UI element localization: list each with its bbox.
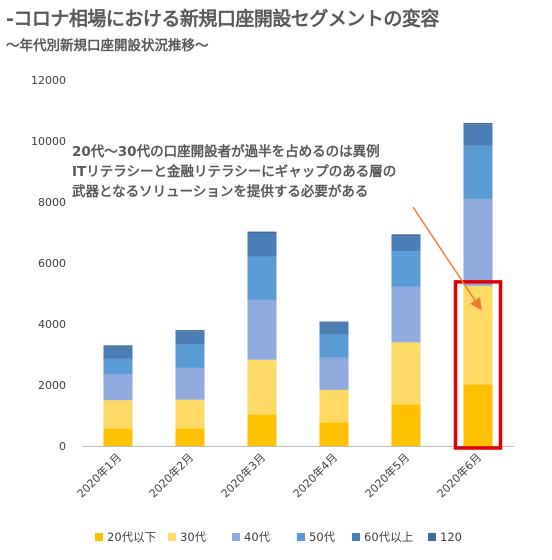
bar-segment <box>247 414 277 446</box>
bar-segment <box>463 123 493 125</box>
x-tick-label: 2020年4月 <box>290 450 340 500</box>
legend-swatch <box>232 533 240 541</box>
bar-segment <box>319 389 349 423</box>
bar-segment <box>247 256 277 300</box>
legend-swatch <box>297 533 305 541</box>
bar-segment <box>319 321 349 323</box>
bar-segment <box>319 322 349 335</box>
y-tick-label: 0 <box>59 440 66 453</box>
legend-label: 20代以下 <box>107 530 156 544</box>
bar-segment <box>319 422 349 446</box>
bar-segment <box>175 428 205 446</box>
legend-swatch <box>352 533 360 541</box>
bar-segment <box>175 330 205 332</box>
legend-swatch <box>428 533 436 541</box>
bar-segment <box>319 334 349 358</box>
bar-segment <box>391 236 421 252</box>
legend-label: 50代 <box>309 530 336 544</box>
bar-segment <box>175 367 205 400</box>
bar-segment <box>391 342 421 405</box>
bar-segment <box>103 400 133 429</box>
bar-segment <box>391 404 421 446</box>
highlight-box <box>453 280 503 450</box>
bar-segment <box>103 428 133 446</box>
x-tick-label: 2020年2月 <box>146 450 196 500</box>
chart-subtitle: ～年代別新規口座開設状況推移～ <box>6 38 209 54</box>
bar-segment <box>247 233 277 257</box>
y-tick-label: 4000 <box>38 318 66 331</box>
annotation-line-3: 武器となるソリューションを提供する必要がある <box>72 184 369 200</box>
bar-segment <box>103 346 133 359</box>
bar-segment <box>391 234 421 237</box>
y-tick-label: 10000 <box>31 135 66 148</box>
annotation-line-2: ITリテラシーと金融リテラシーにギャップのある層の <box>72 164 397 180</box>
bar-segment <box>463 145 493 199</box>
bar-segment <box>175 399 205 429</box>
bar-segment <box>175 344 205 368</box>
annotation-arrow <box>412 206 482 311</box>
x-tick-label: 2020年3月 <box>218 450 268 500</box>
bar-segment <box>463 124 493 146</box>
y-tick-label: 6000 <box>38 257 66 270</box>
legend-label: 40代 <box>244 530 271 544</box>
annotation-line-1: 20代～30代の口座開設者が過半を占めるのは異例 <box>72 144 380 160</box>
y-tick-label: 8000 <box>38 196 66 209</box>
legend-label: 30代 <box>180 530 207 544</box>
bar-segment <box>391 286 421 343</box>
legend-label: 60代以上 <box>364 530 413 544</box>
y-tick-label: 2000 <box>38 379 66 392</box>
bar-segment <box>391 251 421 287</box>
bar-segment <box>103 374 133 401</box>
x-tick-label: 2020年5月 <box>362 450 412 500</box>
annotation-text: 20代～30代の口座開設者が過半を占めるのは異例 ITリテラシーと金融リテラシー… <box>72 142 472 202</box>
legend-swatch <box>95 533 103 541</box>
bar-segment <box>103 358 133 375</box>
legend-swatch <box>168 533 176 541</box>
bar-segment <box>103 345 133 347</box>
legend-label: 120 <box>440 530 462 544</box>
bar-segment <box>247 231 277 234</box>
chart-title: -コロナ相場における新規口座開設セグメントの変容 <box>6 8 439 30</box>
bar-segment <box>319 357 349 390</box>
bar-segment <box>463 198 493 286</box>
bar-segment <box>463 285 493 385</box>
x-tick-label: 2020年1月 <box>74 450 124 500</box>
x-tick-label: 2020年6月 <box>434 450 484 500</box>
bar-segment <box>175 331 205 345</box>
bar-segment <box>247 299 277 360</box>
bar-segment <box>247 359 277 415</box>
bar-segment <box>463 384 493 446</box>
y-tick-label: 12000 <box>31 74 66 87</box>
